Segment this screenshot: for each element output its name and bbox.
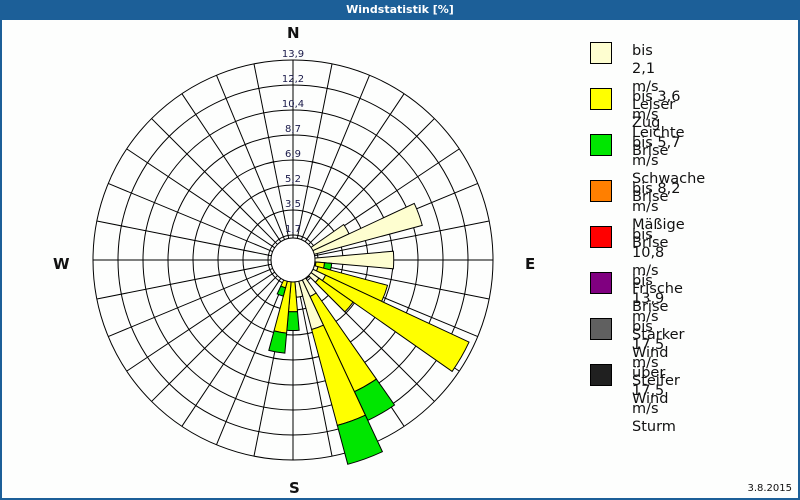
- compass-east: E: [525, 255, 536, 273]
- legend-swatch: [590, 226, 612, 248]
- legend-name: Leiser Zug: [632, 97, 676, 131]
- window-title: Windstatistik [%]: [0, 0, 800, 20]
- svg-text:13,9: 13,9: [282, 49, 304, 60]
- legend-speed: bis 17,5 m/s: [632, 319, 665, 371]
- svg-text:10,4: 10,4: [282, 99, 304, 110]
- radial-tick-labels: 1,7 3,5 5,2 6,9 8,7 10,4 12,2 13,9: [282, 49, 304, 235]
- compass-south: S: [289, 479, 300, 497]
- polar-grid: [92, 59, 494, 461]
- center-hub: [270, 237, 316, 283]
- legend-speed: bis 3,6 m/s: [632, 89, 681, 123]
- legend-speed: bis 5,7 m/s: [632, 135, 681, 169]
- legend-swatch: [590, 42, 612, 64]
- legend-swatch: [590, 318, 612, 340]
- legend-speed: bis 13,9 m/s: [632, 273, 665, 325]
- sector-segment: [314, 277, 354, 313]
- svg-text:1,7: 1,7: [285, 224, 301, 235]
- sector-segment: [336, 414, 384, 465]
- svg-text:6,9: 6,9: [285, 149, 301, 160]
- compass-north: N: [287, 24, 300, 42]
- svg-text:8,7: 8,7: [285, 124, 301, 135]
- legend-name: Steifer Wind: [632, 373, 680, 407]
- legend-name: Schwache Brise: [632, 171, 706, 205]
- svg-text:5,2: 5,2: [285, 174, 301, 185]
- legend-speed: bis 8,2 m/s: [632, 181, 681, 215]
- compass-west: W: [53, 255, 70, 273]
- sector-segment: [276, 285, 287, 297]
- sector-segment: [292, 202, 423, 261]
- legend-swatch: [590, 364, 612, 386]
- legend-swatch: [590, 88, 612, 110]
- legend-swatch: [590, 272, 612, 294]
- svg-text:3,5: 3,5: [285, 199, 301, 210]
- legend-swatch: [590, 180, 612, 202]
- legend-name: Leichte Brise: [632, 125, 685, 159]
- legend-name: Mäßige Brise: [632, 217, 685, 251]
- svg-text:12,2: 12,2: [282, 74, 304, 85]
- legend-speed: über 17,5 m/s: [632, 365, 666, 417]
- sector-segment: [292, 250, 395, 270]
- chart-frame: [0, 20, 800, 500]
- legend-speed: bis 10,8 m/s: [632, 227, 665, 279]
- legend-name: Starker Wind: [632, 327, 685, 361]
- sector-segment: [321, 274, 470, 373]
- sector-segment: [268, 330, 288, 354]
- legend-name: Sturm: [632, 419, 676, 435]
- legend-speed: bis 2,1 m/s: [632, 43, 659, 95]
- legend-swatch: [590, 134, 612, 156]
- legend-name: Frische Brise: [632, 281, 683, 315]
- date-stamp: 3.8.2015: [747, 483, 792, 494]
